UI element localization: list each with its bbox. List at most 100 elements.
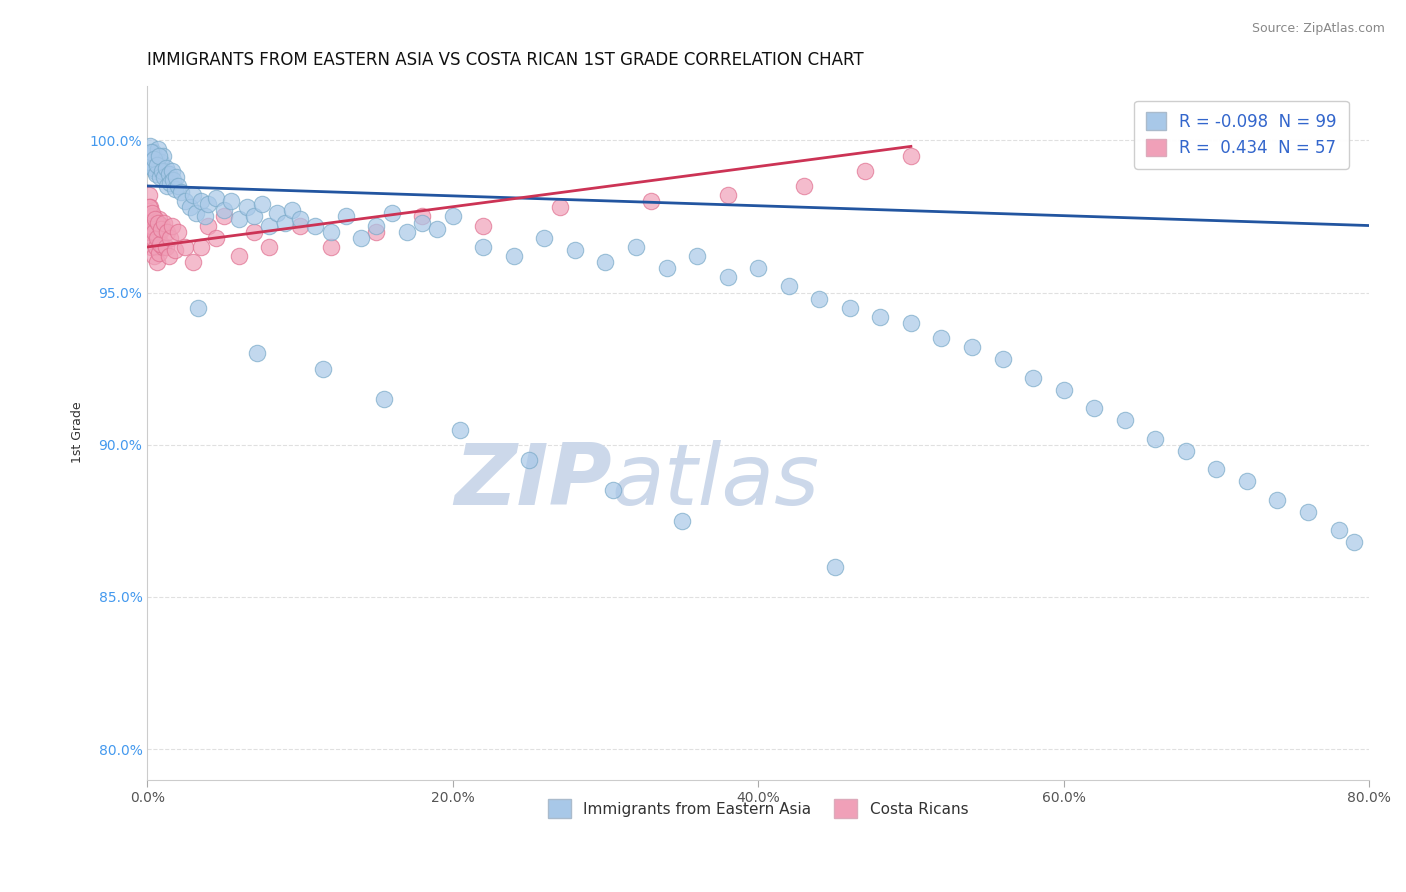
Point — [160, 219, 183, 233]
Point — [181, 188, 204, 202]
Point — [197, 219, 219, 233]
Point — [655, 261, 678, 276]
Point — [141, 206, 163, 220]
Point — [686, 249, 709, 263]
Text: ZIP: ZIP — [454, 440, 612, 523]
Point — [181, 255, 204, 269]
Point — [148, 212, 170, 227]
Point — [259, 219, 281, 233]
Point — [150, 221, 173, 235]
Point — [288, 219, 311, 233]
Point — [142, 145, 165, 160]
Point — [1174, 443, 1197, 458]
Point — [197, 197, 219, 211]
Point — [960, 340, 983, 354]
Point — [778, 279, 800, 293]
Point — [148, 246, 170, 260]
Point — [145, 152, 167, 166]
Point — [595, 255, 617, 269]
Point — [671, 514, 693, 528]
Point — [472, 219, 495, 233]
Point — [149, 169, 172, 184]
Point — [228, 212, 250, 227]
Point — [212, 203, 235, 218]
Point — [259, 240, 281, 254]
Point — [155, 161, 177, 175]
Point — [235, 200, 257, 214]
Point — [179, 200, 201, 214]
Point — [139, 240, 162, 254]
Point — [143, 249, 166, 263]
Point — [149, 236, 172, 251]
Point — [931, 331, 953, 345]
Point — [449, 423, 471, 437]
Point — [166, 178, 188, 193]
Point — [186, 206, 208, 220]
Point — [312, 361, 335, 376]
Point — [159, 231, 181, 245]
Point — [824, 559, 846, 574]
Point — [411, 215, 433, 229]
Point — [190, 240, 212, 254]
Point — [146, 231, 169, 245]
Point — [174, 240, 197, 254]
Point — [190, 194, 212, 209]
Point — [138, 188, 160, 202]
Point — [1236, 475, 1258, 489]
Point — [146, 143, 169, 157]
Point — [156, 178, 179, 193]
Point — [136, 210, 159, 224]
Point — [142, 161, 165, 175]
Point — [145, 240, 167, 254]
Point — [165, 169, 187, 184]
Point — [441, 210, 464, 224]
Point — [624, 240, 647, 254]
Point — [533, 231, 555, 245]
Point — [139, 219, 162, 233]
Point — [517, 453, 540, 467]
Point — [138, 200, 160, 214]
Point — [157, 167, 180, 181]
Point — [502, 249, 524, 263]
Point — [143, 163, 166, 178]
Text: Source: ZipAtlas.com: Source: ZipAtlas.com — [1251, 22, 1385, 36]
Point — [228, 249, 250, 263]
Point — [1022, 371, 1045, 385]
Point — [1327, 523, 1350, 537]
Legend: Immigrants from Eastern Asia, Costa Ricans: Immigrants from Eastern Asia, Costa Rica… — [543, 793, 974, 824]
Point — [304, 219, 326, 233]
Point — [142, 210, 165, 224]
Point — [170, 185, 193, 199]
Point — [793, 178, 815, 193]
Point — [319, 240, 342, 254]
Point — [373, 392, 395, 406]
Point — [163, 243, 186, 257]
Point — [163, 182, 186, 196]
Point — [142, 231, 165, 245]
Point — [159, 176, 181, 190]
Point — [143, 152, 166, 166]
Point — [395, 225, 418, 239]
Point — [274, 215, 297, 229]
Point — [1083, 401, 1105, 416]
Point — [243, 225, 266, 239]
Point — [288, 212, 311, 227]
Point — [472, 240, 495, 254]
Point — [1267, 492, 1289, 507]
Point — [141, 219, 163, 233]
Point — [869, 310, 891, 324]
Point — [281, 203, 304, 218]
Point — [138, 148, 160, 162]
Point — [853, 163, 876, 178]
Point — [381, 206, 404, 220]
Point — [991, 352, 1014, 367]
Point — [152, 240, 174, 254]
Text: atlas: atlas — [612, 440, 820, 523]
Point — [1052, 383, 1074, 397]
Point — [153, 215, 176, 229]
Point — [166, 225, 188, 239]
Point — [717, 270, 740, 285]
Point — [153, 169, 176, 184]
Point — [148, 148, 170, 162]
Point — [138, 225, 160, 239]
